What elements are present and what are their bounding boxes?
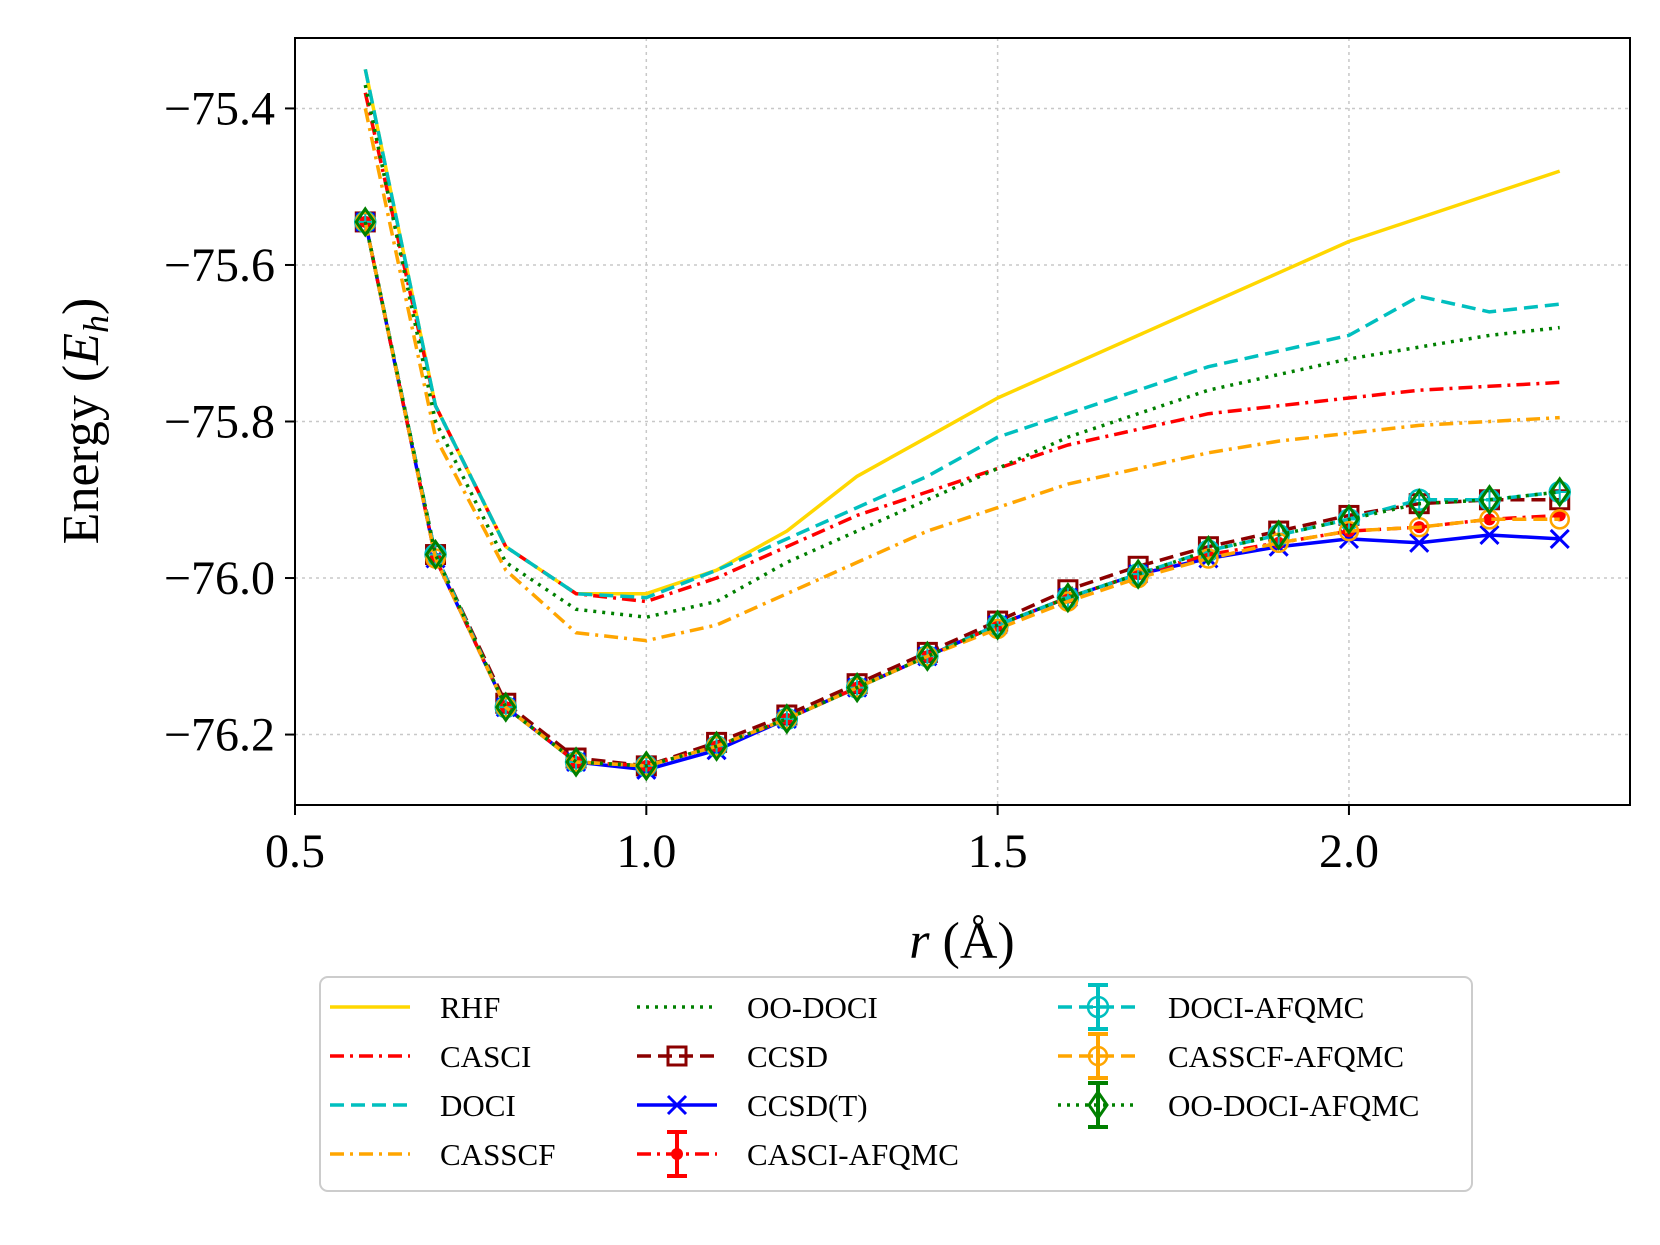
legend-label-casci-afqmc: CASCI-AFQMC <box>747 1137 959 1172</box>
x-tick-label: 1.0 <box>616 825 676 878</box>
y-tick-label: −76.0 <box>164 552 275 605</box>
legend-label-casci: CASCI <box>440 1039 531 1074</box>
legend-label-ccsd-t: CCSD(T) <box>747 1088 868 1123</box>
y-tick-label: −75.4 <box>164 82 275 135</box>
y-tick-label: −76.2 <box>164 709 275 762</box>
x-axis-label-unit: (Å) <box>930 913 1015 970</box>
x-axis-label: r (Å) <box>909 913 1014 970</box>
legend-label-rhf: RHF <box>440 990 500 1025</box>
x-tick-label: 1.5 <box>968 825 1028 878</box>
y-tick-label: −75.8 <box>164 396 275 449</box>
y-axis-label: Energy (Eh) <box>53 298 116 545</box>
y-axis-label-close: ) <box>53 298 110 315</box>
x-tick-label: 0.5 <box>265 825 325 878</box>
legend-label-doci-afqmc: DOCI-AFQMC <box>1168 990 1364 1025</box>
legend-label-doci: DOCI <box>440 1088 516 1123</box>
x-tick-label: 2.0 <box>1319 825 1379 878</box>
legend-label-casscf-afqmc: CASSCF-AFQMC <box>1168 1039 1404 1074</box>
legend-label-oo-doci: OO-DOCI <box>747 990 878 1025</box>
x-axis-label-var: r <box>909 913 930 970</box>
legend: RHF CASCI DOCI CASSCF OO-DOCI CCSD CCSD(T) CASC… <box>320 977 1472 1191</box>
legend-label-oo-doci-afqmc: OO-DOCI-AFQMC <box>1168 1088 1419 1123</box>
energy-curve-chart: 0.5 1.0 1.5 2.0 −75.4 −75.6 −75.8 −76.0 −76.2 r … <box>0 0 1660 1245</box>
legend-label-casscf: CASSCF <box>440 1137 555 1172</box>
y-axis-label-sub: h <box>76 315 116 333</box>
legend-marker-casci-afqmc <box>671 1148 683 1160</box>
y-axis-label-main: Energy ( <box>53 365 110 545</box>
legend-label-ccsd: CCSD <box>747 1039 828 1074</box>
y-axis-label-var: E <box>53 333 110 366</box>
y-tick-label: −75.6 <box>164 239 275 292</box>
